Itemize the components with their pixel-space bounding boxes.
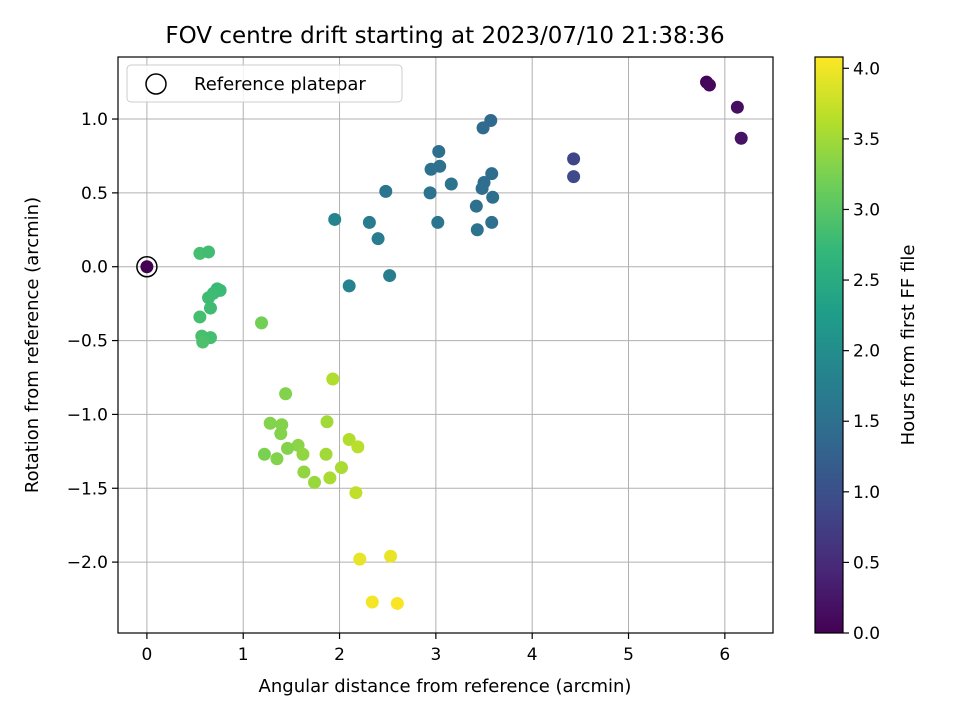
x-axis-label: Angular distance from reference (arcmin) — [259, 676, 632, 697]
data-point — [567, 170, 581, 184]
colorbar-tick-label: 0.5 — [853, 553, 880, 573]
data-point — [202, 245, 216, 259]
data-point — [342, 433, 356, 447]
colorbar-tick-label: 3.5 — [853, 130, 880, 150]
x-tick-label: 4 — [527, 645, 538, 665]
colorbar-tick-label: 1.5 — [853, 412, 880, 432]
data-point — [328, 212, 342, 226]
data-point — [379, 184, 393, 198]
data-point — [334, 461, 348, 475]
data-point — [431, 215, 445, 229]
data-point — [193, 310, 207, 324]
data-point — [326, 372, 340, 386]
data-point — [486, 190, 500, 204]
data-point — [424, 162, 438, 176]
y-axis-label: Rotation from reference (arcmin) — [22, 197, 43, 493]
legend-marker — [145, 73, 167, 95]
x-tick-label: 1 — [238, 645, 249, 665]
data-point — [320, 415, 334, 429]
colorbar-tick-label: 0.0 — [853, 624, 880, 644]
colorbar-ticks: 0.0 0.5 1.0 1.5 2.0 2.5 3.0 3.5 4.0 — [843, 59, 880, 644]
y-tick-label: 0.5 — [81, 184, 108, 204]
data-point — [485, 215, 499, 229]
reference-platepar-marker — [136, 255, 158, 278]
data-point — [734, 131, 748, 145]
data-point — [297, 465, 311, 479]
colorbar-tick-label: 1.0 — [853, 483, 880, 503]
data-point — [274, 427, 288, 441]
data-points — [136, 75, 748, 610]
data-point — [279, 387, 293, 401]
data-point — [423, 186, 437, 200]
data-point — [308, 475, 321, 489]
data-point — [470, 223, 484, 237]
legend-entry-label: Reference platepar — [194, 74, 366, 95]
data-point — [263, 416, 277, 430]
data-point — [432, 145, 446, 159]
data-point — [384, 549, 398, 563]
y-tick-label: −1.0 — [67, 405, 108, 425]
data-point — [567, 152, 581, 166]
data-point — [390, 596, 404, 610]
y-axis-ticks: −2.0 −1.5 −1.0 −0.5 0.0 0.5 1.0 — [67, 110, 118, 573]
x-tick-label: 6 — [719, 645, 730, 665]
plot-frame — [117, 56, 774, 634]
data-point — [257, 447, 271, 461]
colorbar-tick-label: 2.0 — [853, 342, 880, 362]
colorbar-label: Hours from first FF file — [898, 245, 919, 446]
grid — [118, 57, 773, 633]
x-axis-ticks: 0 1 2 3 4 5 6 — [141, 633, 730, 665]
data-point — [255, 316, 269, 330]
data-point — [202, 291, 216, 305]
legend: Reference platepar — [126, 64, 403, 103]
y-tick-label: −1.5 — [67, 479, 108, 499]
y-tick-label: 0.0 — [81, 258, 108, 278]
data-point — [383, 269, 397, 283]
data-point — [371, 232, 385, 246]
x-tick-label: 3 — [430, 645, 441, 665]
y-tick-label: 1.0 — [81, 110, 108, 130]
data-point — [296, 447, 310, 461]
data-point — [140, 260, 154, 274]
colorbar: 0.0 0.5 1.0 1.5 2.0 2.5 3.0 3.5 4.0 Hours from f… — [814, 56, 919, 644]
data-point — [349, 486, 363, 500]
x-tick-label: 5 — [623, 645, 634, 665]
y-tick-label: −0.5 — [67, 332, 108, 352]
data-point — [365, 595, 379, 609]
data-point — [196, 335, 210, 349]
y-tick-label: −2.0 — [67, 553, 108, 573]
data-point — [203, 301, 217, 315]
data-point — [444, 177, 458, 191]
x-tick-label: 2 — [334, 645, 345, 665]
colorbar-tick-label: 3.0 — [853, 200, 880, 220]
data-point — [281, 441, 295, 455]
data-point — [469, 199, 483, 213]
data-point — [270, 452, 284, 466]
data-point — [362, 215, 376, 229]
data-point — [351, 440, 365, 454]
data-point — [485, 167, 499, 181]
data-point — [476, 121, 490, 135]
legend-box — [126, 64, 403, 103]
data-point — [342, 279, 356, 293]
data-point — [323, 471, 337, 485]
data-point — [475, 181, 489, 195]
data-point — [702, 78, 716, 92]
colorbar-frame — [814, 56, 844, 634]
x-tick-label: 0 — [141, 645, 152, 665]
colorbar-tick-label: 2.5 — [853, 271, 880, 291]
colorbar-gradient — [815, 57, 843, 633]
colorbar-tick-label: 4.0 — [853, 59, 880, 79]
chart-title: FOV centre drift starting at 2023/07/10 … — [165, 23, 724, 49]
data-point — [730, 100, 744, 114]
data-point — [353, 552, 367, 566]
data-point — [319, 447, 333, 461]
